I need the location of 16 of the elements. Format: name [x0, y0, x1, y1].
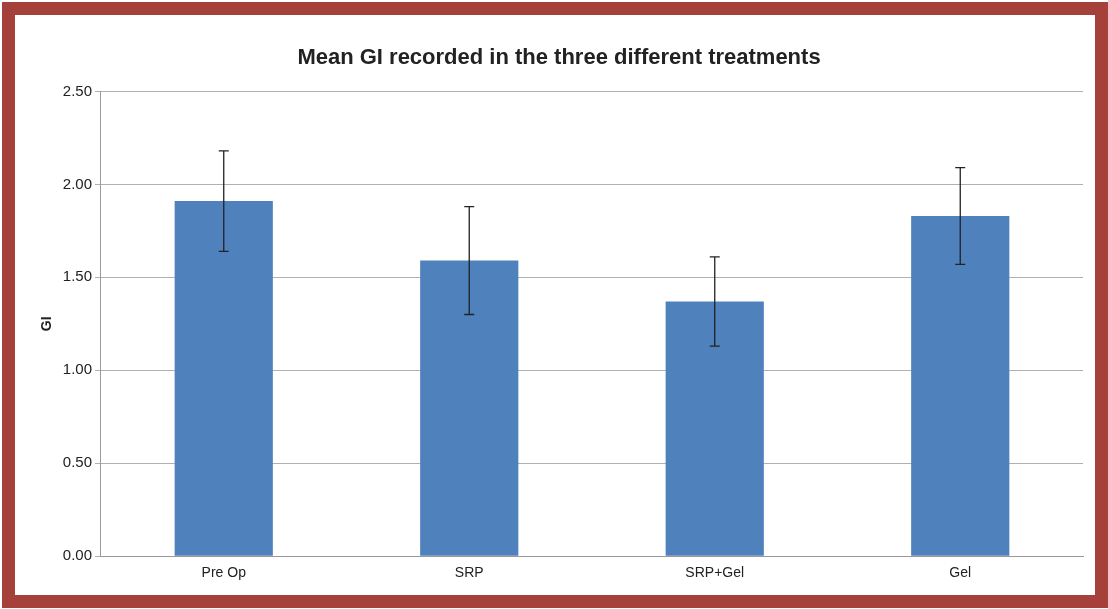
bar — [420, 260, 519, 556]
x-tick-label: Gel — [949, 564, 972, 581]
chart-title: Mean GI recorded in the three different treatments — [297, 44, 821, 70]
y-tick-label: 2.50 — [62, 81, 92, 99]
y-axis-title: GI — [38, 316, 55, 332]
y-tick-label: 1.50 — [62, 267, 92, 285]
x-tick-label: SRP+Gel — [685, 564, 745, 581]
bar — [911, 215, 1010, 556]
x-tick-label: Pre Op — [201, 564, 247, 581]
y-tick-label: 0.50 — [62, 453, 92, 471]
y-tick-label: 0.00 — [62, 546, 92, 564]
y-tick-label: 2.00 — [62, 174, 92, 192]
bar — [174, 201, 273, 556]
x-tick-label: SRP — [454, 564, 484, 581]
y-tick-label: 1.00 — [62, 360, 92, 378]
bar — [665, 301, 764, 556]
